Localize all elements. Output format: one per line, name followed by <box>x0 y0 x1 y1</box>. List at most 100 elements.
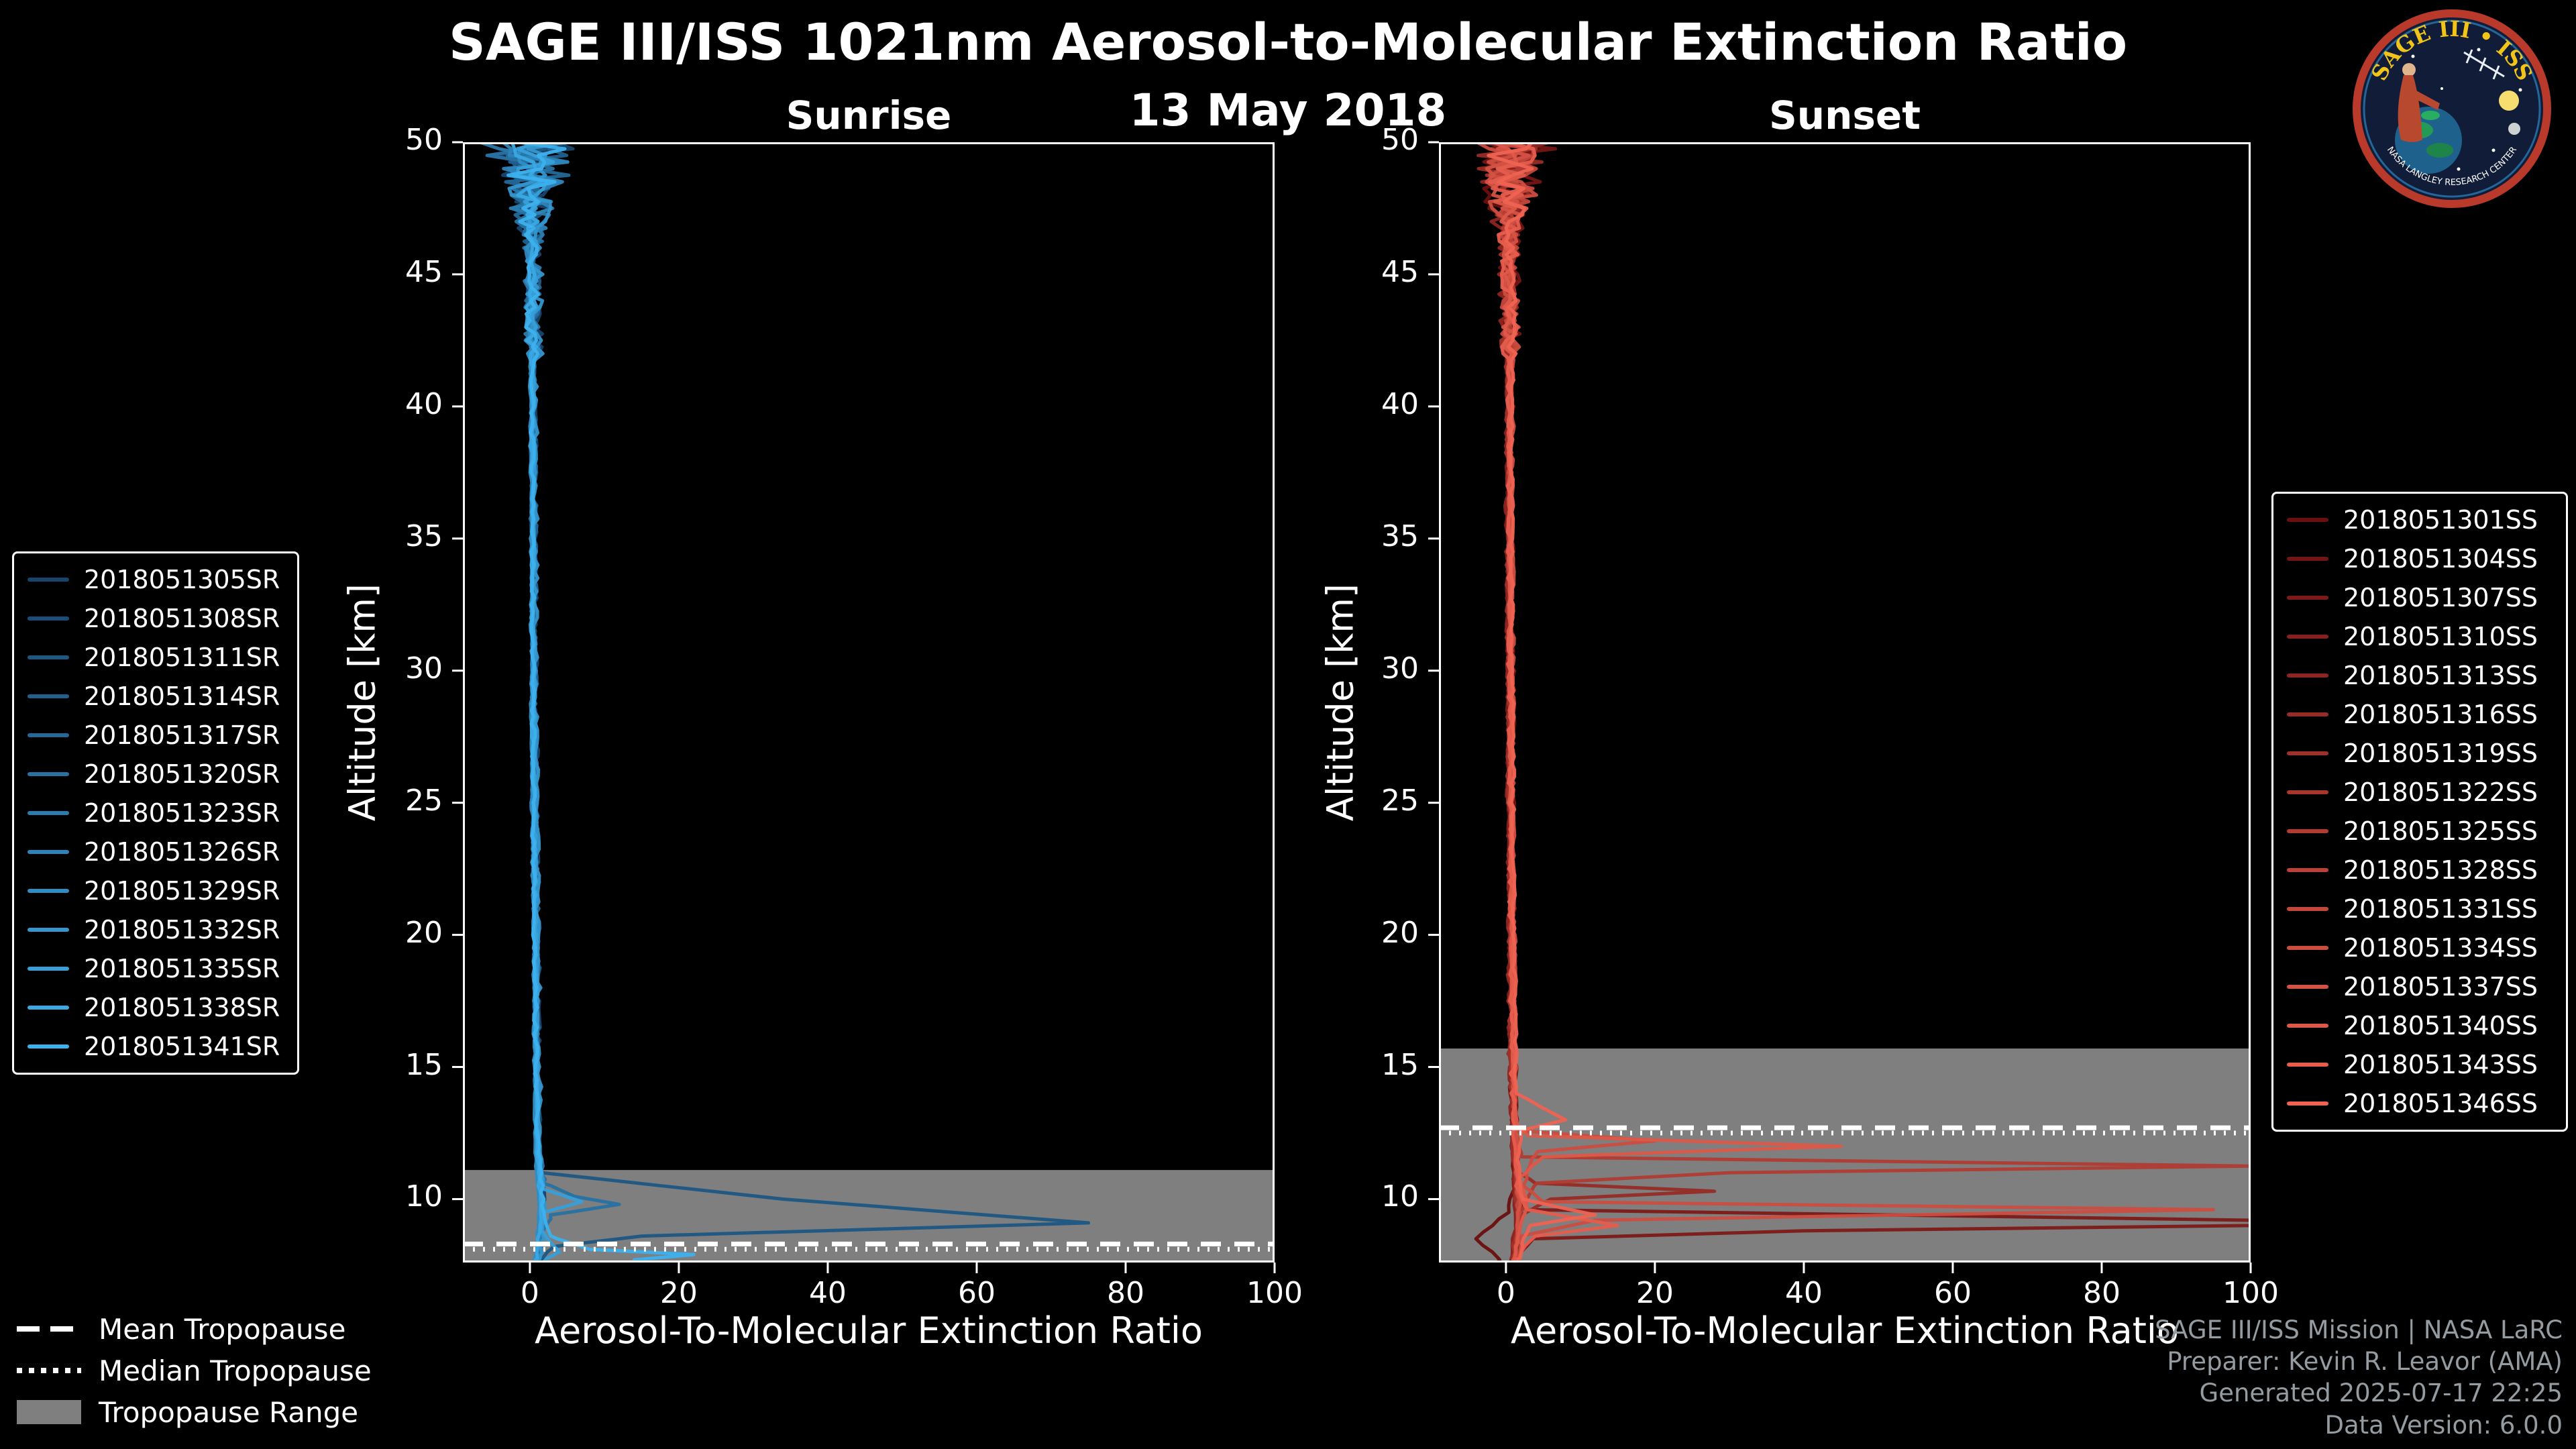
y-tick-label: 25 <box>1381 783 1419 818</box>
legend-item: 2018051328SS <box>2287 855 2553 885</box>
legend-label: 2018051325SS <box>2343 816 2538 846</box>
legend-label: 2018051335SR <box>84 954 280 983</box>
legend-line-sample <box>2287 712 2328 716</box>
legend-item: 2018051314SR <box>28 681 284 712</box>
dotted-line-sample <box>17 1368 81 1373</box>
panel-title-sunrise: Sunrise <box>786 93 952 138</box>
sage-figure-icon <box>2398 63 2440 142</box>
plot-border <box>1439 142 2251 1263</box>
legend-item: 2018051323SR <box>28 798 284 828</box>
patch-inner-ring <box>2363 19 2541 198</box>
legend-line-sample <box>2287 557 2328 561</box>
legend-label: 2018051329SR <box>84 876 280 906</box>
legend-line-sample <box>28 694 69 698</box>
credit-generated: Generated 2025-07-17 22:25 <box>2199 1379 2563 1408</box>
panel-title-sunset: Sunset <box>1769 93 1921 138</box>
legend-item: 2018051325SS <box>2287 816 2553 847</box>
legend-label: 2018051346SS <box>2343 1089 2538 1118</box>
legend-item: 2018051338SR <box>28 992 284 1023</box>
x-tick-label: 80 <box>1106 1276 1144 1310</box>
profile-line-2018051341SR <box>506 142 696 1263</box>
profile-line-2018051346SS <box>1487 142 1597 1263</box>
legend-label: 2018051319SS <box>2343 739 2538 768</box>
legend-label: Mean Tropopause <box>99 1312 346 1346</box>
x-tick-label: 80 <box>2082 1276 2121 1310</box>
x-tick-label: 100 <box>1246 1276 1303 1310</box>
legend-line-sample <box>2287 1024 2328 1028</box>
legend-label: 2018051341SR <box>84 1032 280 1061</box>
legend-item: 2018051320SR <box>28 759 284 790</box>
x-tick-label: 100 <box>2222 1276 2279 1310</box>
legend-line-sample <box>2287 674 2328 678</box>
legend-line-sample <box>2287 790 2328 794</box>
legend-label: Median Tropopause <box>99 1354 372 1387</box>
legend-item-tropopause-range: Tropopause Range <box>17 1396 372 1429</box>
legend-line-sample <box>2287 985 2328 989</box>
gray-patch-sample <box>17 1400 81 1424</box>
legend-label: 2018051304SS <box>2343 544 2538 574</box>
moon-icon <box>2508 123 2520 135</box>
legend-line-sample <box>2287 596 2328 600</box>
sun-icon <box>2499 91 2519 111</box>
legend-item: 2018051301SS <box>2287 504 2553 535</box>
profile-line-2018051311SR <box>507 142 1090 1263</box>
legend-item: 2018051341SR <box>28 1031 284 1062</box>
x-tick-label: 0 <box>520 1276 539 1310</box>
legend-item: 2018051311SR <box>28 642 284 673</box>
x-tick-label: 0 <box>1496 1276 1515 1310</box>
legend-item: 2018051308SR <box>28 603 284 634</box>
legend-item: 2018051334SS <box>2287 932 2553 963</box>
legend-item: 2018051307SS <box>2287 582 2553 613</box>
legend-label: 2018051313SS <box>2343 661 2538 690</box>
sage-iii-iss-mission-patch-logo: SAGE III • ISS NASA LANGLEY RESEARCH CEN… <box>2353 9 2551 208</box>
profile-line-2018051320SR <box>486 142 621 1263</box>
legend-item: 2018051337SS <box>2287 971 2553 1002</box>
sunrise-legend: 2018051305SR 2018051308SR 2018051311SR 2018… <box>12 551 299 1075</box>
patch-ring <box>2353 9 2551 208</box>
legend-item: 2018051343SS <box>2287 1049 2553 1080</box>
legend-line-sample <box>2287 829 2328 833</box>
y-tick-label: 30 <box>405 651 443 686</box>
legend-item: 2018051331SS <box>2287 894 2553 924</box>
y-tick-label: 45 <box>1381 254 1419 289</box>
legend-item: 2018051329SR <box>28 875 284 906</box>
legend-line-sample <box>28 772 69 776</box>
figure-title: SAGE III/ISS 1021nm Aerosol-to-Molecular… <box>448 12 2128 72</box>
legend-item: 2018051346SS <box>2287 1088 2553 1119</box>
legend-line-sample <box>2287 1102 2328 1106</box>
x-tick-label: 40 <box>808 1276 847 1310</box>
legend-label: 2018051323SR <box>84 798 280 828</box>
legend-line-sample <box>2287 635 2328 639</box>
y-tick-label: 35 <box>405 519 443 553</box>
y-tick-label: 25 <box>405 783 443 818</box>
x-axis-label-sunrise: Aerosol-To-Molecular Extinction Ratio <box>535 1309 1203 1352</box>
y-tick-label: 15 <box>1381 1047 1419 1082</box>
legend-label: 2018051332SR <box>84 915 280 945</box>
legend-label: 2018051331SS <box>2343 894 2538 924</box>
sunset-legend: 2018051301SS 2018051304SS 2018051307SS 2018… <box>2271 492 2568 1132</box>
legend-label: 2018051337SS <box>2343 972 2538 1002</box>
legend-item: 2018051316SS <box>2287 699 2553 730</box>
legend-line-sample <box>2287 751 2328 755</box>
x-tick-label: 60 <box>1933 1276 1972 1310</box>
legend-item: 2018051332SR <box>28 914 284 945</box>
plot-border <box>463 142 1275 1263</box>
credit-preparer: Preparer: Kevin R. Leavor (AMA) <box>2167 1346 2563 1376</box>
legend-label: 2018051328SS <box>2343 855 2538 885</box>
legend-label: 2018051308SR <box>84 604 280 633</box>
y-tick-label: 20 <box>1381 915 1419 950</box>
legend-label: 2018051326SR <box>84 837 280 867</box>
legend-label: 2018051316SS <box>2343 700 2538 729</box>
legend-label: 2018051338SR <box>84 993 280 1022</box>
y-tick-label: 20 <box>405 915 443 950</box>
y-tick-label: 15 <box>405 1047 443 1082</box>
figure-date: 13 May 2018 <box>1129 85 1447 136</box>
legend-line-sample <box>2287 907 2328 911</box>
legend-item: 2018051305SR <box>28 564 284 595</box>
x-tick-label: 20 <box>659 1276 698 1310</box>
legend-item: 2018051326SR <box>28 837 284 867</box>
profile-line-2018051323SR <box>478 142 570 1263</box>
y-tick-label: 10 <box>1381 1179 1419 1214</box>
legend-item: 2018051310SS <box>2287 621 2553 652</box>
